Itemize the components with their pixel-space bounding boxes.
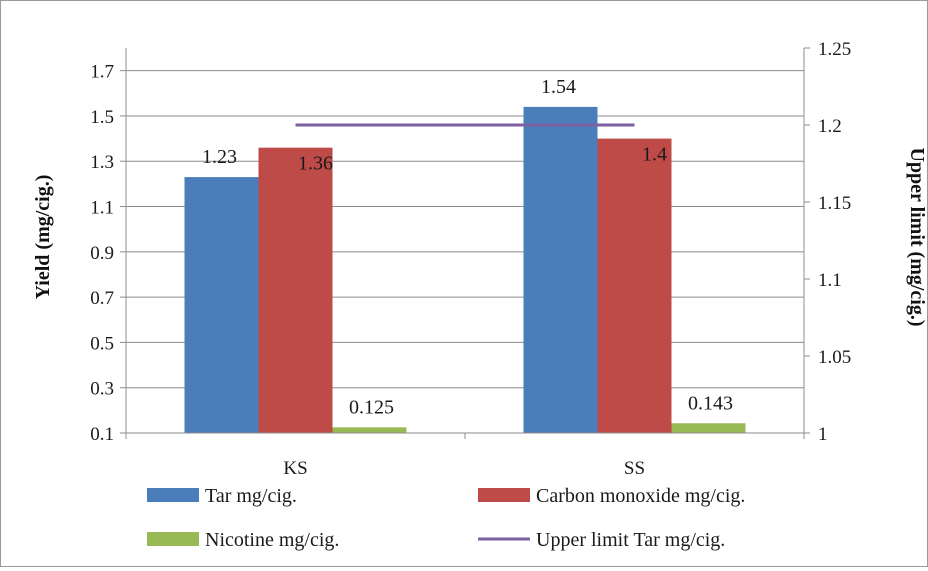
data-label: 1.36 [298, 153, 333, 175]
axes: 0.1 0.3 0.5 0.7 0.9 1.1 1.3 1.5 1.7 1 1.05 1.1 1.15 1… [90, 39, 851, 479]
bar-nicotine-mg-cig-ss [671, 423, 746, 433]
y-tick-label: 0.3 [90, 379, 114, 400]
bar-carbon-monoxide-mg-cig-ss [597, 138, 672, 433]
y-tick-label: 1.5 [90, 107, 114, 128]
legend-item-carbon-monoxide-mg-cig: Carbon monoxide mg/cig. [478, 485, 745, 507]
legend-label: Tar mg/cig. [205, 485, 297, 507]
data-label: 0.125 [349, 396, 394, 418]
data-label: 1.54 [541, 76, 576, 98]
y-tick-label: 1.7 [90, 62, 114, 83]
y2-tick-label: 1.25 [818, 39, 851, 60]
y2-tick-label: 1.15 [818, 193, 851, 214]
y2-tick-label: 1.05 [818, 347, 851, 368]
legend-item-upper-limit-tar-mg-cig: Upper limit Tar mg/cig. [478, 529, 725, 551]
bar-tar-mg-cig-ss [523, 106, 598, 433]
legend-swatch [478, 488, 530, 502]
y2-tick-label: 1.2 [818, 116, 842, 137]
legend-label: Nicotine mg/cig. [205, 529, 339, 551]
x-category-label: KS [283, 458, 307, 479]
legend-label: Upper limit Tar mg/cig. [536, 529, 725, 551]
y-tick-label: 0.5 [90, 333, 114, 354]
y2-tick-label: 1 [818, 424, 828, 445]
data-label: 1.23 [202, 146, 237, 168]
bar-carbon-monoxide-mg-cig-ks [258, 147, 333, 433]
legend-swatch [147, 488, 199, 502]
x-category-label: SS [624, 458, 645, 479]
data-labels: 1.23 1.54 1.36 1.4 0.125 0.143 [202, 76, 733, 418]
legend-label: Carbon monoxide mg/cig. [536, 485, 745, 507]
y-axis-title: Yield (mg/cig.) [32, 175, 54, 300]
legend-item-tar-mg-cig: Tar mg/cig. [147, 485, 297, 507]
bars [184, 106, 746, 433]
y-tick-label: 0.9 [90, 243, 114, 264]
y2-tick-label: 1.1 [818, 270, 842, 291]
bar-tar-mg-cig-ks [184, 177, 259, 433]
data-label: 1.4 [642, 144, 667, 166]
data-label: 0.143 [688, 392, 733, 414]
y-tick-label: 1.1 [90, 198, 114, 219]
y-tick-label: 1.3 [90, 152, 114, 173]
legend: Tar mg/cig. Carbon monoxide mg/cig. Nicoti… [147, 485, 745, 551]
legend-swatch [147, 532, 199, 546]
y-tick-label: 0.1 [90, 424, 114, 445]
bar-nicotine-mg-cig-ks [332, 427, 407, 433]
y-tick-label: 0.7 [90, 288, 114, 309]
legend-item-nicotine-mg-cig: Nicotine mg/cig. [147, 529, 339, 551]
y2-axis-title: Upper limit (mg/cig.) [906, 147, 927, 326]
